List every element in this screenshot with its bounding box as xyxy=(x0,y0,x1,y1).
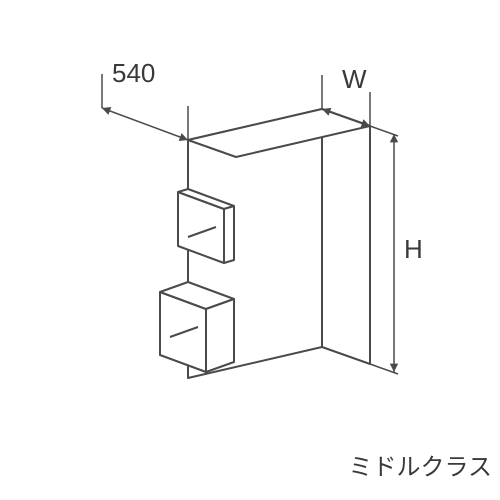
product-class-caption: ミドルクラス xyxy=(348,447,492,482)
dimension-label: 540 xyxy=(112,58,155,89)
cabinet-edge xyxy=(224,206,234,263)
cabinet-edge xyxy=(206,299,234,372)
dimension-extension xyxy=(370,126,398,136)
dimension-line xyxy=(102,108,188,140)
dimension-label: H xyxy=(404,234,423,265)
cabinet-edge xyxy=(322,109,370,364)
dimension-label: W xyxy=(342,64,367,95)
stage: 540 W H ミドルクラス xyxy=(0,0,500,500)
cabinet-diagram xyxy=(0,0,500,500)
